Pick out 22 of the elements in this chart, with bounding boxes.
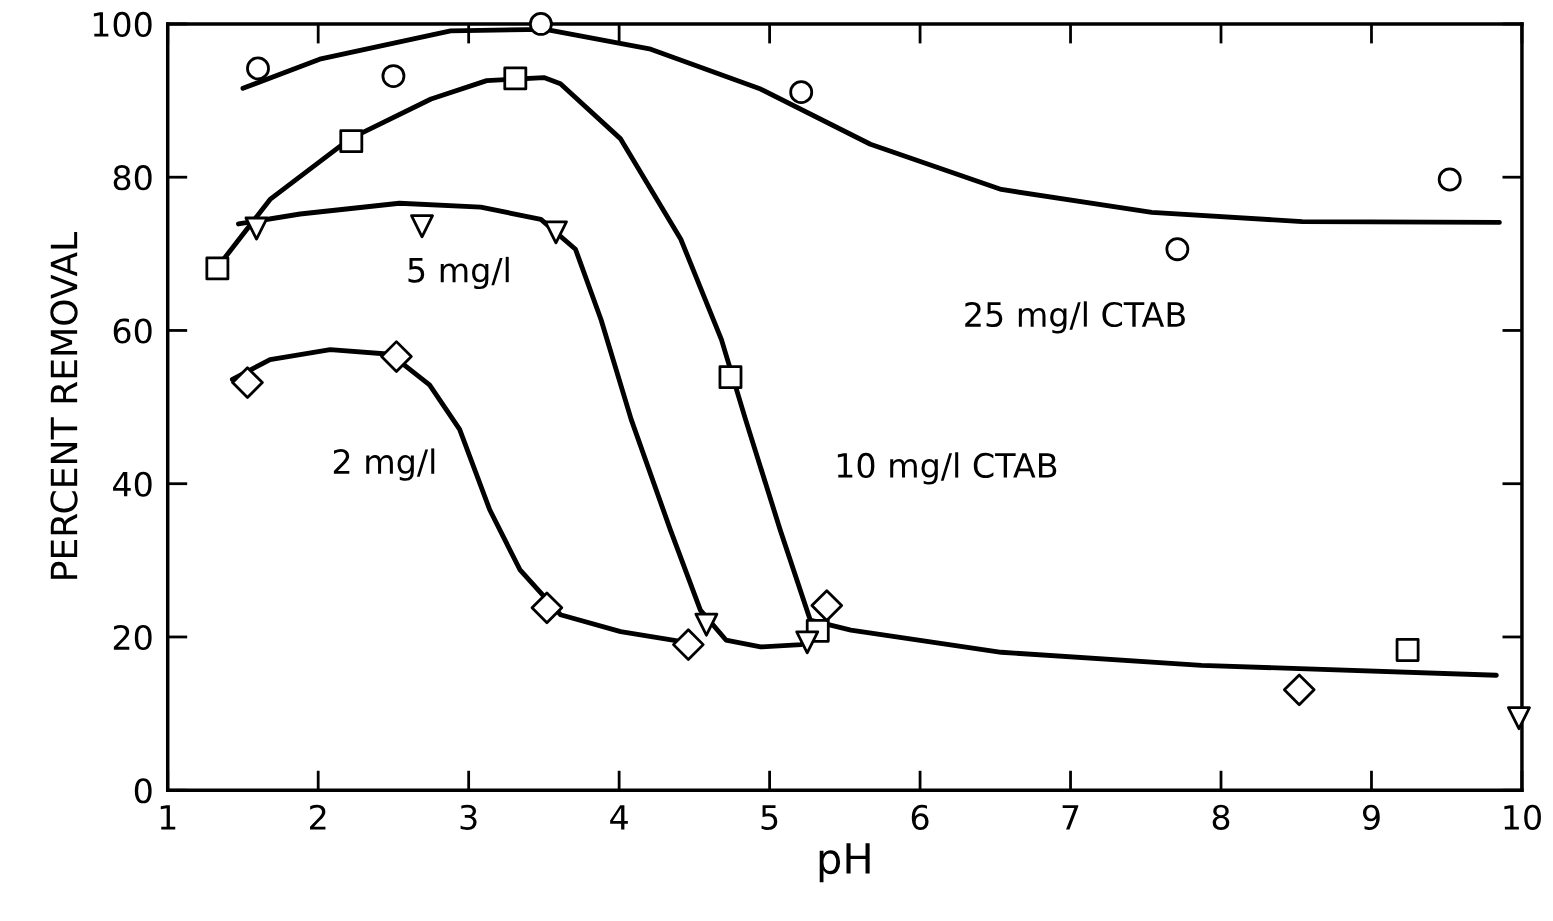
annotation: 5 mg/l <box>408 256 509 290</box>
y-tick-label: 80 <box>113 165 152 191</box>
annotation: 25 mg/l CTAB <box>965 301 1185 334</box>
x-tick-label: 9 <box>1362 804 1380 830</box>
y-tick-label: 0 <box>134 778 152 804</box>
x-tick-label: 6 <box>911 804 929 830</box>
x-tick-label: 5 <box>761 805 778 830</box>
annotation: 2 mg/l <box>333 448 435 481</box>
x-tick-label: 2 <box>310 804 326 830</box>
x-tick-label: 1 <box>160 805 176 830</box>
x-tick-label: 10 <box>1504 804 1541 830</box>
y-tick-label: 20 <box>113 624 152 651</box>
annotation: 10 mg/l CTAB <box>837 452 1057 485</box>
x-tick-label: 7 <box>1062 805 1079 830</box>
x-axis-title: pH <box>819 843 870 883</box>
y-axis-title: PERCENT REMOVAL <box>50 232 78 579</box>
y-tick-label: 100 <box>93 11 152 38</box>
x-tick-label: 4 <box>610 805 628 830</box>
x-tick-label: 3 <box>460 804 477 830</box>
y-tick-label: 40 <box>113 471 152 497</box>
x-tick-label: 8 <box>1212 804 1230 830</box>
y-tick-label: 60 <box>113 318 152 344</box>
